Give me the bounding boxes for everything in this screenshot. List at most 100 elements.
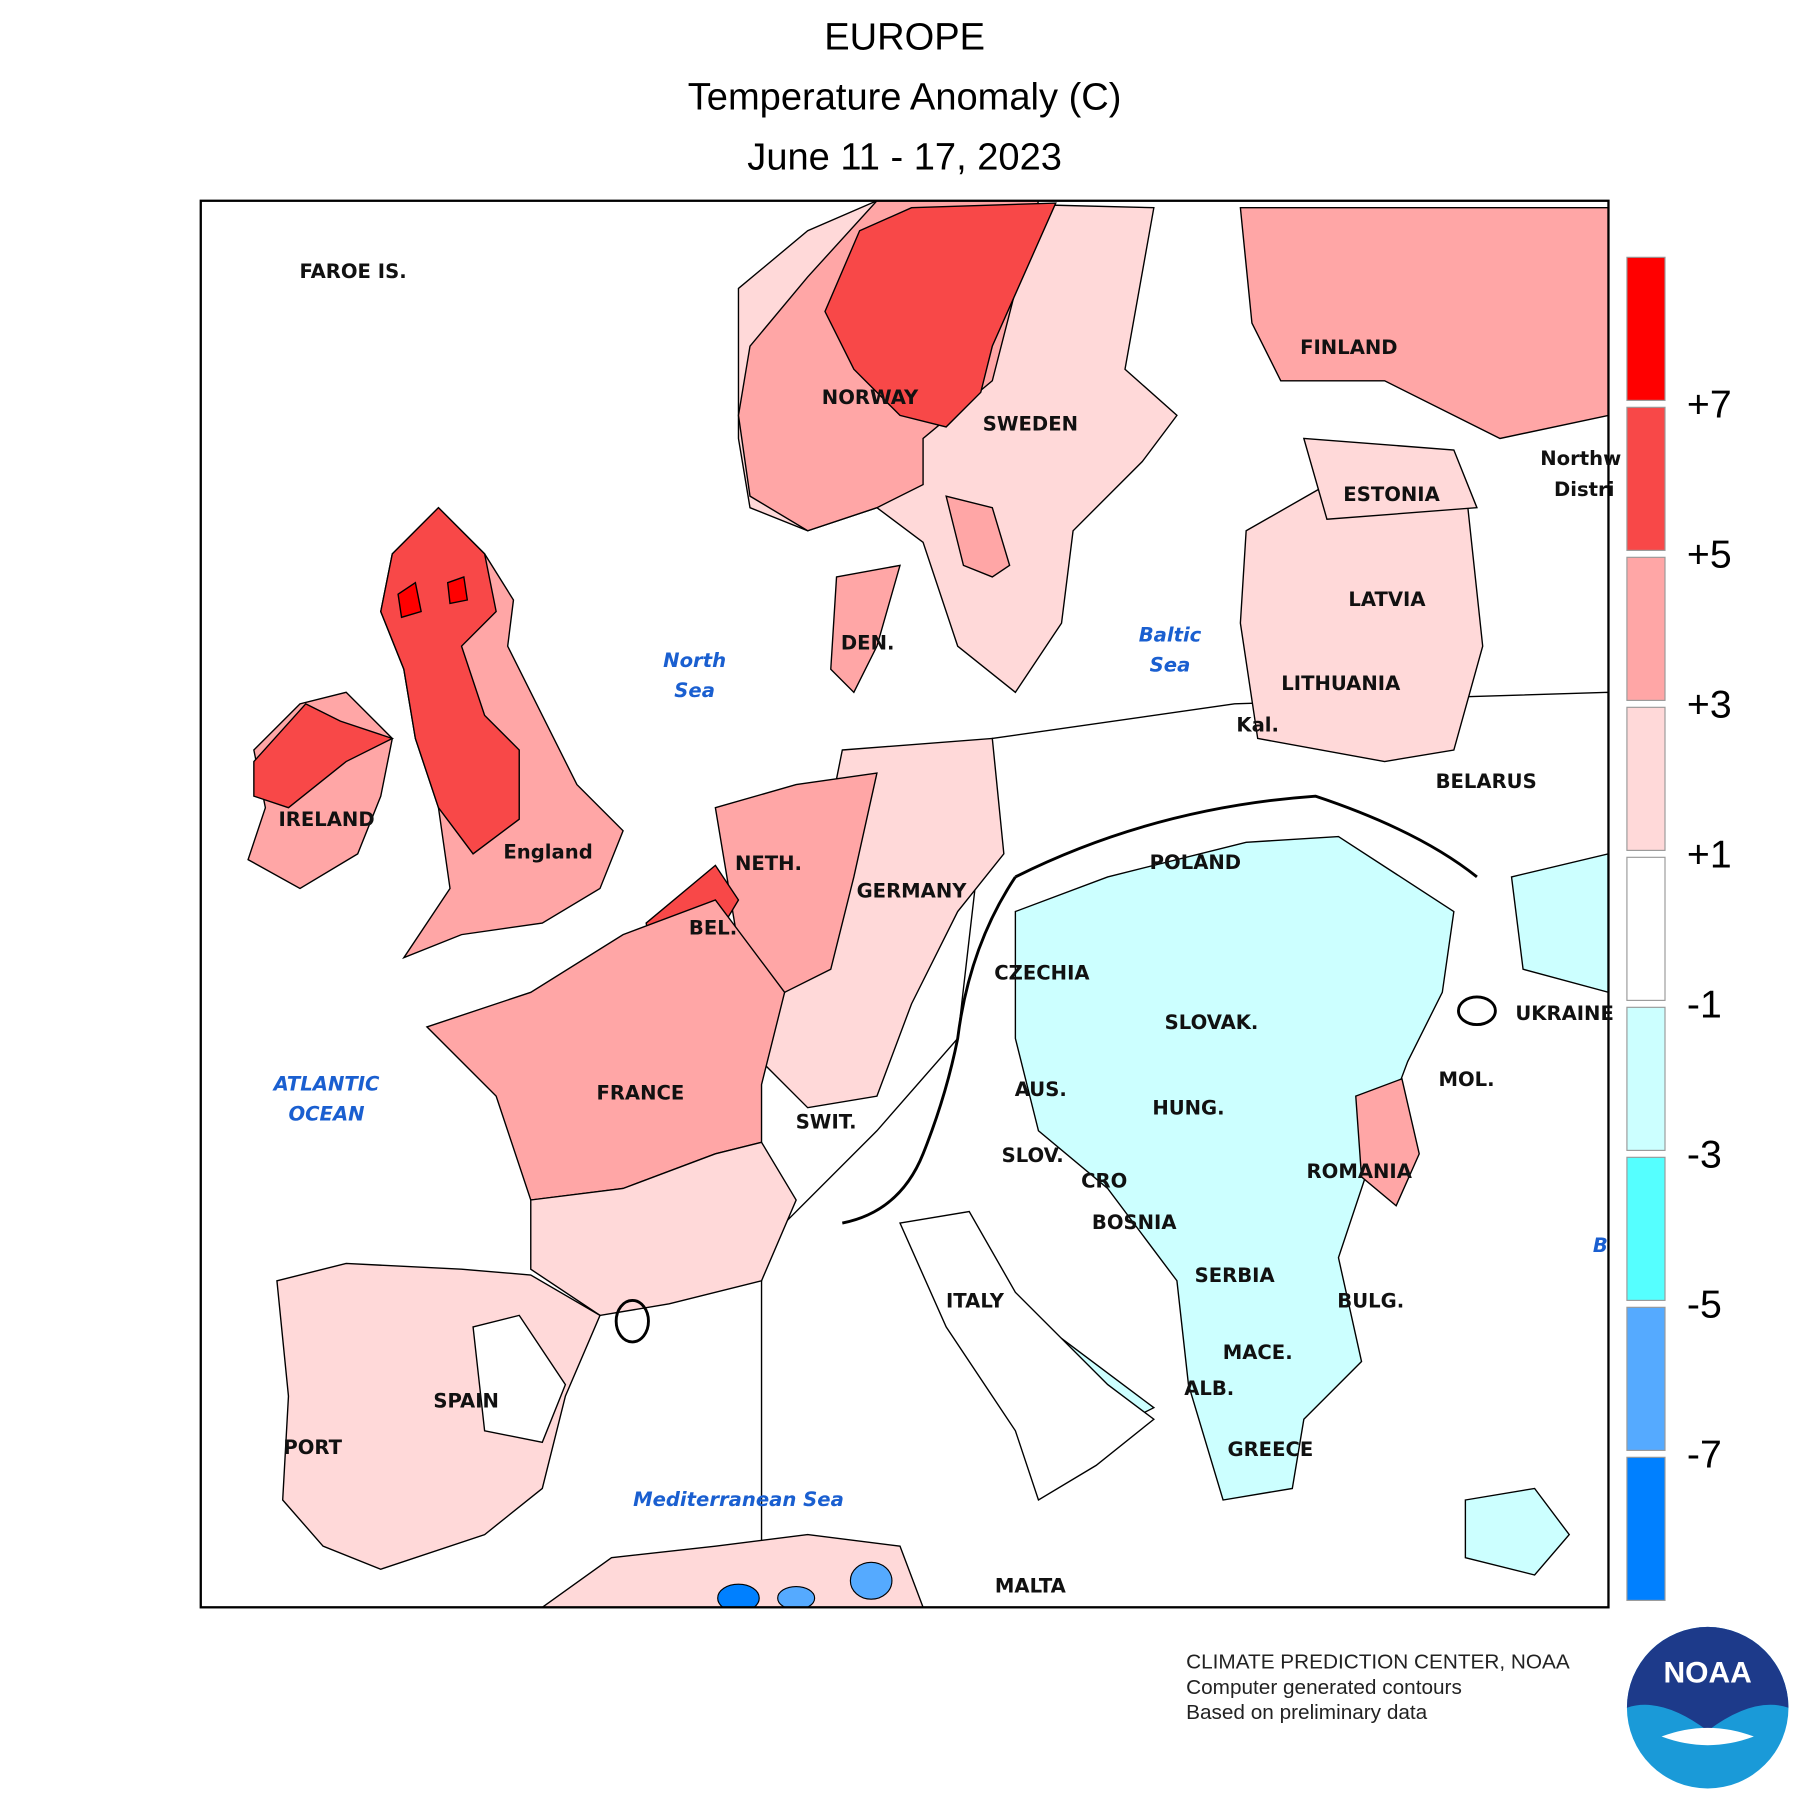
credit: CLIMATE PREDICTION CENTER, NOAA bbox=[1186, 1650, 1570, 1673]
land-ireland-hot bbox=[253, 702, 395, 809]
map-labels: FAROE IS. NORWAY SWEDEN FINLAND ESTONIA LATVI… bbox=[272, 260, 1622, 1597]
sea-label: B bbox=[1593, 1234, 1608, 1257]
colorbar-tick-label: +5 bbox=[1687, 533, 1732, 577]
land-africa bbox=[541, 1533, 924, 1608]
country-label: CRO bbox=[1081, 1169, 1127, 1192]
sea-label: ATLANTIC bbox=[272, 1072, 380, 1095]
country-label: AUS. bbox=[1015, 1078, 1067, 1101]
country-label: ITALY bbox=[946, 1289, 1005, 1312]
country-label: ROMANIA bbox=[1307, 1160, 1413, 1183]
map: FAROE IS. NORWAY SWEDEN FINLAND ESTONIA LATVI… bbox=[199, 199, 1622, 1609]
colorbar-box bbox=[1626, 1306, 1666, 1451]
contour bbox=[1014, 794, 1478, 879]
country-label: FINLAND bbox=[1300, 336, 1397, 359]
subtitle: Temperature Anomaly (C) bbox=[688, 77, 1122, 119]
colorbar-box bbox=[1626, 1156, 1666, 1301]
country-label: NORWAY bbox=[822, 386, 919, 409]
land-france-warm bbox=[425, 899, 786, 1201]
land-romania-warm bbox=[1355, 1077, 1420, 1207]
colorbar-box bbox=[1626, 556, 1666, 701]
land-france-south bbox=[530, 1141, 797, 1317]
land-finland bbox=[1239, 207, 1609, 440]
land-italy bbox=[899, 1210, 1155, 1502]
colorbar-box bbox=[1626, 1006, 1666, 1151]
country-label: England bbox=[503, 840, 592, 863]
sea-label: Mediterranean Sea bbox=[633, 1488, 844, 1511]
credit: Computer generated contours bbox=[1186, 1676, 1462, 1699]
country-label: FAROE IS. bbox=[299, 260, 406, 283]
colorbar-tick-label: -7 bbox=[1687, 1433, 1722, 1477]
colorbar: +7 +5 +3 +1 -1 -3 -5 -7 bbox=[1626, 256, 1732, 1601]
country-label: POLAND bbox=[1150, 851, 1241, 874]
contour bbox=[614, 1298, 650, 1344]
colorbar-box bbox=[1626, 1456, 1666, 1601]
country-label: SWIT. bbox=[796, 1110, 857, 1133]
country-label: SERBIA bbox=[1195, 1264, 1276, 1287]
country-label: PORT bbox=[283, 1436, 342, 1459]
colorbar-tick-label: -5 bbox=[1687, 1283, 1722, 1327]
country-label: BULG. bbox=[1337, 1289, 1404, 1312]
anomaly-spot bbox=[849, 1561, 893, 1600]
country-label: SPAIN bbox=[433, 1390, 499, 1413]
land-denmark bbox=[830, 564, 901, 694]
title: EUROPE bbox=[824, 17, 985, 59]
country-label: BELARUS bbox=[1436, 770, 1537, 793]
sea-label: Sea bbox=[674, 679, 715, 702]
logo-text: NOAA bbox=[1664, 1656, 1752, 1689]
anomaly-spot bbox=[777, 1585, 816, 1608]
land-scotland-peak bbox=[397, 581, 422, 619]
country-label: CZECHIA bbox=[994, 962, 1090, 985]
colorbar-tick-label: +3 bbox=[1687, 683, 1732, 727]
contour bbox=[1457, 995, 1497, 1027]
country-label: SWEDEN bbox=[983, 412, 1078, 435]
colorbar-tick-label: -3 bbox=[1687, 1133, 1722, 1177]
sea-label: OCEAN bbox=[289, 1102, 365, 1125]
credit: Based on preliminary data bbox=[1186, 1701, 1428, 1724]
map-frame bbox=[199, 199, 1610, 1609]
country-label: LITHUANIA bbox=[1281, 672, 1401, 695]
country-label: SLOV. bbox=[1002, 1144, 1064, 1167]
land-sweden-warm bbox=[945, 495, 1011, 578]
country-label: BOSNIA bbox=[1092, 1211, 1177, 1234]
colorbar-box bbox=[1626, 406, 1666, 551]
country-label: MACE. bbox=[1223, 1341, 1293, 1364]
colorbar-box bbox=[1626, 856, 1666, 1001]
land-spain-cool bbox=[472, 1314, 567, 1444]
country-label: Kal. bbox=[1236, 714, 1279, 737]
land-cyan-central bbox=[1014, 835, 1455, 1501]
country-label: IRELAND bbox=[278, 808, 374, 831]
contour bbox=[842, 876, 1017, 1225]
country-label: MOL. bbox=[1438, 1068, 1494, 1091]
country-label: LATVIA bbox=[1348, 588, 1426, 611]
country-label: HUNG. bbox=[1152, 1097, 1224, 1120]
land-norway-hot bbox=[824, 202, 1057, 428]
sea-label: Baltic bbox=[1139, 624, 1202, 647]
country-label: MALTA bbox=[995, 1574, 1067, 1597]
colorbar-tick-label: +7 bbox=[1687, 383, 1732, 427]
colorbar-box bbox=[1626, 706, 1666, 851]
country-label: Distri bbox=[1554, 478, 1614, 501]
country-label: GREECE bbox=[1227, 1438, 1313, 1461]
land-cyan-ukraine bbox=[1510, 853, 1609, 994]
country-label: ESTONIA bbox=[1343, 483, 1440, 506]
country-label: NETH. bbox=[735, 852, 802, 875]
country-label: DEN. bbox=[841, 632, 895, 655]
date: June 11 - 17, 2023 bbox=[747, 137, 1062, 179]
country-label: ALB. bbox=[1184, 1377, 1234, 1400]
land-estonia bbox=[1302, 437, 1478, 520]
country-label: BEL. bbox=[689, 917, 737, 940]
colorbar-tick-label: -1 bbox=[1687, 983, 1722, 1027]
country-label: SLOVAK. bbox=[1165, 1011, 1259, 1034]
country-label: UKRAINE bbox=[1515, 1002, 1614, 1025]
sea-label: North bbox=[663, 649, 726, 672]
land-scotland-peak bbox=[446, 575, 469, 605]
anomaly-spot bbox=[717, 1583, 760, 1608]
noaa-logo: NOAA bbox=[1626, 1626, 1789, 1789]
land-cyan-turkey bbox=[1464, 1487, 1571, 1576]
country-label: GERMANY bbox=[857, 880, 968, 903]
sea-label: Sea bbox=[1150, 654, 1191, 677]
colorbar-tick-label: +1 bbox=[1687, 833, 1732, 877]
colorbar-box bbox=[1626, 256, 1666, 401]
